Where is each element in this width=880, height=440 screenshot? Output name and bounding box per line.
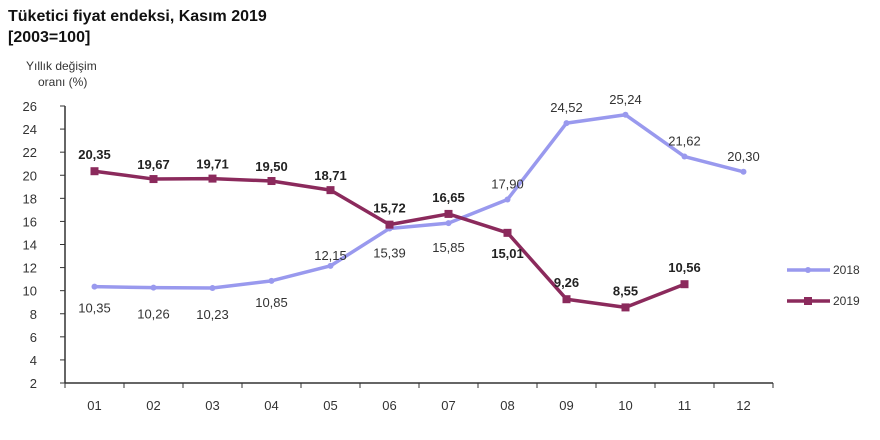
y-axis-label-line1: Yıllık değişim bbox=[26, 59, 97, 73]
data-label-2018: 17,90 bbox=[491, 176, 524, 191]
y-tick-label: 14 bbox=[23, 238, 37, 253]
series-2019-marker bbox=[385, 220, 394, 229]
data-label-2018: 25,24 bbox=[609, 92, 642, 107]
series-2018-marker bbox=[150, 284, 157, 291]
x-tick-label: 11 bbox=[678, 398, 692, 413]
legend-2019-label: 2019 bbox=[833, 294, 860, 308]
chart-title: Tüketici fiyat endeksi, Kasım 2019 [2003… bbox=[8, 6, 267, 48]
data-label-2018: 24,52 bbox=[550, 100, 583, 115]
data-label-2018: 21,62 bbox=[668, 134, 701, 149]
series-2019-marker bbox=[444, 209, 453, 218]
data-label-2019: 20,35 bbox=[78, 147, 111, 162]
series-2018-marker bbox=[740, 168, 747, 175]
y-tick-label: 24 bbox=[23, 122, 37, 137]
x-tick-label: 01 bbox=[87, 398, 101, 413]
y-axis-label: Yıllık değişim oranı (%) bbox=[26, 58, 97, 90]
y-tick-label: 10 bbox=[23, 284, 37, 299]
series-2018-marker bbox=[445, 220, 452, 227]
chart-title-line2: [2003=100] bbox=[8, 29, 91, 46]
series-2018-marker bbox=[622, 111, 629, 118]
y-tick-label: 16 bbox=[23, 214, 37, 229]
series-2019-marker bbox=[267, 177, 276, 186]
series-2018-marker bbox=[209, 285, 216, 292]
x-tick-label: 04 bbox=[264, 398, 278, 413]
y-tick-label: 18 bbox=[23, 191, 37, 206]
legend-2019-marker bbox=[804, 297, 812, 305]
series-2018-marker bbox=[504, 196, 511, 203]
y-axis-label-line2: oranı (%) bbox=[38, 75, 88, 89]
data-label-2018: 20,30 bbox=[727, 149, 760, 164]
data-label-2019: 19,71 bbox=[196, 157, 229, 172]
data-label-2018: 12,15 bbox=[314, 248, 347, 263]
data-label-2019: 19,67 bbox=[137, 157, 170, 172]
y-tick-label: 20 bbox=[23, 168, 37, 183]
series-2019-marker bbox=[149, 175, 158, 184]
x-tick-label: 06 bbox=[382, 398, 396, 413]
data-label-2018: 15,39 bbox=[373, 245, 406, 260]
series-2019-marker bbox=[621, 303, 630, 312]
x-tick-label: 10 bbox=[618, 398, 632, 413]
data-label-2019: 10,56 bbox=[668, 260, 701, 275]
legend-2018-label: 2018 bbox=[833, 263, 860, 277]
series-2018-marker bbox=[268, 277, 275, 284]
x-tick-label: 09 bbox=[559, 398, 573, 413]
y-tick-label: 26 bbox=[23, 99, 37, 114]
series-2018-marker bbox=[681, 153, 688, 160]
x-tick-label: 12 bbox=[736, 398, 750, 413]
data-label-2019: 15,72 bbox=[373, 201, 406, 216]
x-tick-label: 08 bbox=[500, 398, 514, 413]
x-tick-label: 07 bbox=[441, 398, 455, 413]
data-label-2018: 10,26 bbox=[137, 307, 170, 322]
data-label-2019: 15,01 bbox=[491, 246, 524, 261]
data-label-2018: 10,23 bbox=[196, 307, 229, 322]
data-label-2019: 16,65 bbox=[432, 190, 465, 205]
y-tick-label: 8 bbox=[30, 307, 37, 322]
series-2019-marker bbox=[503, 228, 512, 237]
data-label-2019: 19,50 bbox=[255, 159, 288, 174]
x-tick-label: 03 bbox=[205, 398, 219, 413]
chart-title-line1: Tüketici fiyat endeksi, Kasım 2019 bbox=[8, 8, 267, 25]
x-tick-label: 05 bbox=[323, 398, 337, 413]
y-tick-label: 22 bbox=[23, 145, 37, 160]
data-label-2019: 18,71 bbox=[314, 168, 347, 183]
data-label-2019: 8,55 bbox=[613, 283, 638, 298]
y-tick-label: 6 bbox=[30, 330, 37, 345]
series-2018-marker bbox=[91, 283, 98, 290]
x-tick-label: 02 bbox=[146, 398, 160, 413]
legend-2018-marker bbox=[805, 267, 811, 273]
series-2019-marker bbox=[680, 280, 689, 289]
series-2018-marker bbox=[563, 120, 570, 127]
y-tick-label: 4 bbox=[30, 353, 37, 368]
series-2019-marker bbox=[208, 174, 217, 183]
series-2019-marker bbox=[562, 295, 571, 304]
series-2019-marker bbox=[90, 167, 99, 176]
y-tick-label: 2 bbox=[30, 376, 37, 391]
y-tick-label: 12 bbox=[23, 261, 37, 276]
series-2019-marker bbox=[326, 186, 335, 195]
data-label-2018: 10,35 bbox=[78, 301, 111, 316]
series-2018-marker bbox=[327, 262, 334, 269]
data-label-2018: 15,85 bbox=[432, 240, 465, 255]
data-label-2018: 10,85 bbox=[255, 295, 288, 310]
series-2018-line bbox=[94, 113, 744, 290]
data-label-2019: 9,26 bbox=[554, 275, 579, 290]
